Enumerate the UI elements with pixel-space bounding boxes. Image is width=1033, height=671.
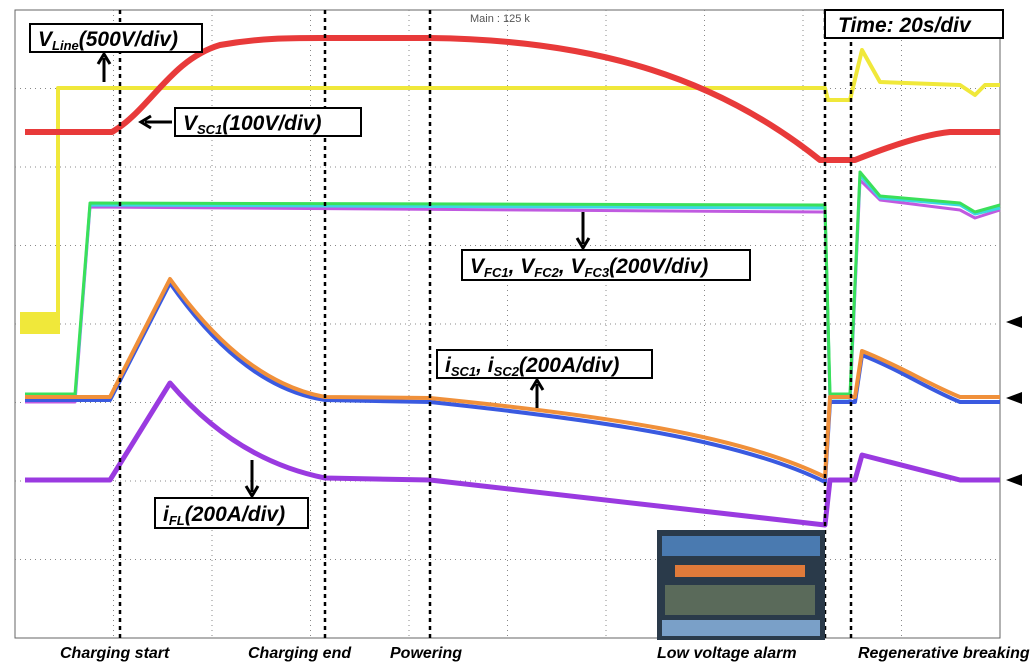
vfc-label: VFC1, VFC2, VFC3(200V/div) [470,255,708,280]
channel-markers [1006,316,1022,486]
vline-ground-block [20,312,60,334]
label-box [174,107,362,137]
label-box [29,23,203,53]
label-box [461,249,751,281]
arrow [575,212,591,251]
scope-mode: Main : 125 k [470,13,530,25]
inset-photo [657,530,825,640]
timebase-label: Time: 20s/div [838,14,972,37]
isc1-trace [25,277,1000,479]
isc-label: iSC1, iSC2(200A/div) [445,354,619,379]
arrow [138,114,172,130]
arrow [529,377,545,408]
event-label: Charging start [60,645,170,662]
ifl-label: iFL(200A/div) [163,503,285,528]
event-label: Regenerative breaking [858,645,1030,662]
vline-label: VLine(500V/div) [38,28,178,53]
arrow [96,51,112,82]
label-box [154,497,309,529]
event-label: Low voltage alarm [657,645,797,662]
arrow [244,460,260,499]
vsc-trace [25,35,1000,163]
label-box [436,349,653,379]
event-label: Powering [390,645,462,662]
event-label: Charging end [248,645,352,662]
ifl-trace [25,380,1000,528]
label-box [824,9,1004,39]
vline-trace [30,48,1000,327]
vsc-label: VSC1(100V/div) [183,112,322,137]
isc2-trace [25,281,1000,484]
